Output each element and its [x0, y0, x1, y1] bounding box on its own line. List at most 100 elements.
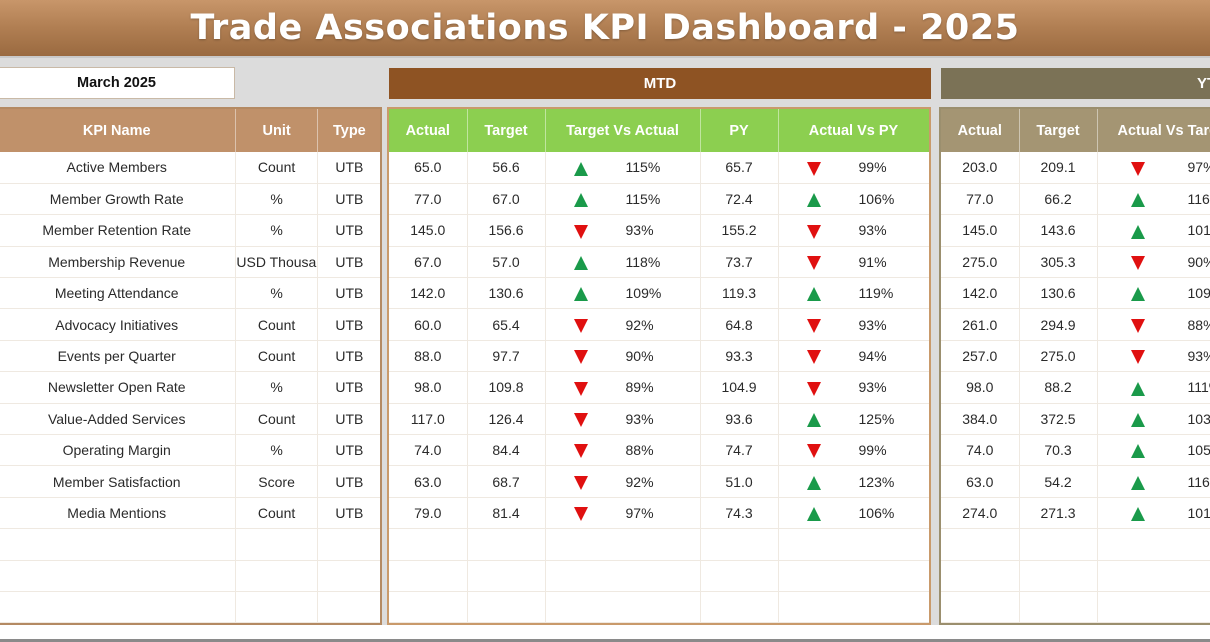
kpi-row[interactable]: Member Satisfaction Score UTB	[0, 465, 380, 498]
mtd-row[interactable]: 79.0 81.4 97% 74.3 106%	[389, 497, 929, 530]
mtd-row[interactable]: 65.0 56.6 115% 65.7 99%	[389, 152, 929, 184]
mtd-actual-vs-py-cell-content: 106%	[779, 504, 929, 522]
mtd-row[interactable]: 60.0 65.4 92% 64.8 93%	[389, 308, 929, 341]
unit-cell: Count	[235, 403, 318, 436]
kpi-row[interactable]: Events per Quarter Count UTB	[0, 340, 380, 373]
percent-value: 89%	[625, 379, 654, 396]
col-ytd-actual: Actual	[941, 109, 1020, 152]
kpi-row[interactable]: Value-Added Services Count UTB	[0, 403, 380, 436]
empty-row	[0, 560, 380, 592]
mtd-row[interactable]: 145.0 156.6 93% 155.2 93%	[389, 214, 929, 247]
ytd-actual-vs-target-cell-content: 101%	[1098, 505, 1210, 522]
unit-cell: Count	[235, 340, 318, 373]
mtd-row[interactable]: 74.0 84.4 88% 74.7 99%	[389, 434, 929, 467]
mtd-actual-cell: 88.0	[389, 340, 468, 373]
mtd-target-vs-actual-cell-content: 118%	[546, 254, 700, 271]
ytd-target-cell: 294.9	[1019, 308, 1098, 341]
percent-value: 90%	[1187, 253, 1210, 270]
empty-cell	[317, 528, 380, 561]
mtd-row[interactable]: 98.0 109.8 89% 104.9 93%	[389, 371, 929, 404]
mtd-row[interactable]: 67.0 57.0 118% 73.7 91%	[389, 246, 929, 279]
ytd-actual-vs-target-cell-content: 101%	[1098, 222, 1210, 239]
mtd-actual-vs-py-cell: 93%	[778, 371, 929, 404]
kpi-row[interactable]: Member Growth Rate% UTB	[0, 183, 380, 216]
empty-cell	[700, 560, 779, 592]
percent-value: 115%	[625, 159, 661, 176]
kpi-row[interactable]: Media Mentions Count UTB	[0, 497, 380, 530]
mtd-actual-vs-py-cell: 93%	[778, 308, 929, 341]
ytd-row[interactable]: 98.088.2 111%	[941, 371, 1210, 404]
mtd-actual-cell: 65.0	[389, 152, 468, 184]
mtd-target-cell: 109.8	[467, 371, 546, 404]
mtd-actual-vs-py-cell-content: 99%	[779, 442, 929, 459]
mtd-py-cell: 93.6	[700, 403, 779, 436]
ytd-actual-vs-target-cell: 101%	[1097, 214, 1210, 247]
mtd-row[interactable]: 63.0 68.7 92% 51.0 123%	[389, 465, 929, 498]
kpi-name-cell: Events per Quarter	[0, 340, 237, 373]
ytd-row[interactable]: 77.066.2 116%	[941, 183, 1210, 216]
mtd-actual-vs-py-cell-content: 93%	[779, 222, 929, 239]
kpi-row[interactable]: Active Members Count UTB	[0, 152, 380, 184]
empty-cell	[1097, 591, 1210, 623]
ytd-actual-vs-target-cell: 105%	[1097, 434, 1210, 467]
ytd-target-cell: 66.2	[1019, 183, 1098, 216]
mtd-row[interactable]: 88.0 97.7 90% 93.3 94%	[389, 340, 929, 373]
month-selector[interactable]: March 2025	[0, 67, 235, 99]
ytd-target-cell: 271.3	[1019, 497, 1098, 530]
type-cell: UTB	[317, 371, 380, 404]
kpi-name-cell: Member Satisfaction	[0, 465, 237, 498]
percent-value: 93%	[858, 222, 887, 239]
kpi-row[interactable]: Operating Margin% UTB	[0, 434, 380, 467]
percent-value: 93%	[625, 222, 654, 239]
up-arrow-icon	[806, 507, 821, 522]
mtd-target-vs-actual-cell-content: 92%	[546, 473, 700, 490]
ytd-row[interactable]: 63.054.2 116%	[941, 465, 1210, 498]
kpi-name-cell: Operating Margin	[0, 434, 237, 467]
col-ytd-target: Target	[1019, 109, 1098, 152]
mtd-actual-vs-py-cell: 93%	[778, 214, 929, 247]
percent-value: 125%	[858, 410, 895, 427]
mtd-actual-cell: 74.0	[389, 434, 468, 467]
empty-row	[941, 560, 1210, 592]
indicator-wrap	[546, 473, 616, 490]
kpi-row[interactable]: Meeting Attendance% UTB	[0, 277, 380, 310]
up-arrow-icon	[1130, 193, 1145, 208]
mtd-actual-vs-py-cell-content: 93%	[779, 379, 929, 396]
ytd-table: Actual Target Actual Vs Target 203.0209.…	[941, 109, 1210, 623]
mtd-actual-vs-py-cell: 99%	[778, 152, 929, 184]
kpi-row[interactable]: Newsletter Open Rate% UTB	[0, 371, 380, 404]
down-arrow-icon	[573, 318, 588, 333]
mtd-row[interactable]: 77.0 67.0 115% 72.4 106%	[389, 183, 929, 216]
ytd-row[interactable]: 74.070.3 105%	[941, 434, 1210, 467]
empty-cell	[0, 560, 237, 592]
ytd-actual-vs-target-cell: 93%	[1097, 340, 1210, 373]
unit-cell: Score	[235, 465, 318, 498]
mtd-actual-vs-py-cell-content: 123%	[779, 473, 929, 490]
ytd-actual-cell: 275.0	[941, 246, 1020, 279]
ytd-actual-vs-target-cell: 97%	[1097, 152, 1210, 184]
empty-row	[941, 528, 1210, 561]
mtd-actual-cell: 77.0	[389, 183, 468, 216]
mtd-py-cell: 93.3	[700, 340, 779, 373]
kpi-row[interactable]: Member Retention Rate% UTB	[0, 214, 380, 247]
kpi-row[interactable]: Advocacy Initiatives Count UTB	[0, 308, 380, 341]
unit-cell: %	[235, 277, 318, 310]
up-arrow-icon	[573, 193, 588, 208]
mtd-row[interactable]: 142.0 130.6 109% 119.3 119%	[389, 277, 929, 310]
ytd-target-cell: 275.0	[1019, 340, 1098, 373]
mtd-row[interactable]: 117.0 126.4 93% 93.6 125%	[389, 403, 929, 436]
empty-cell	[778, 560, 929, 592]
mtd-py-cell: 155.2	[700, 214, 779, 247]
empty-row	[0, 591, 380, 623]
percent-value: 106%	[858, 504, 895, 521]
up-arrow-icon	[1130, 444, 1145, 459]
